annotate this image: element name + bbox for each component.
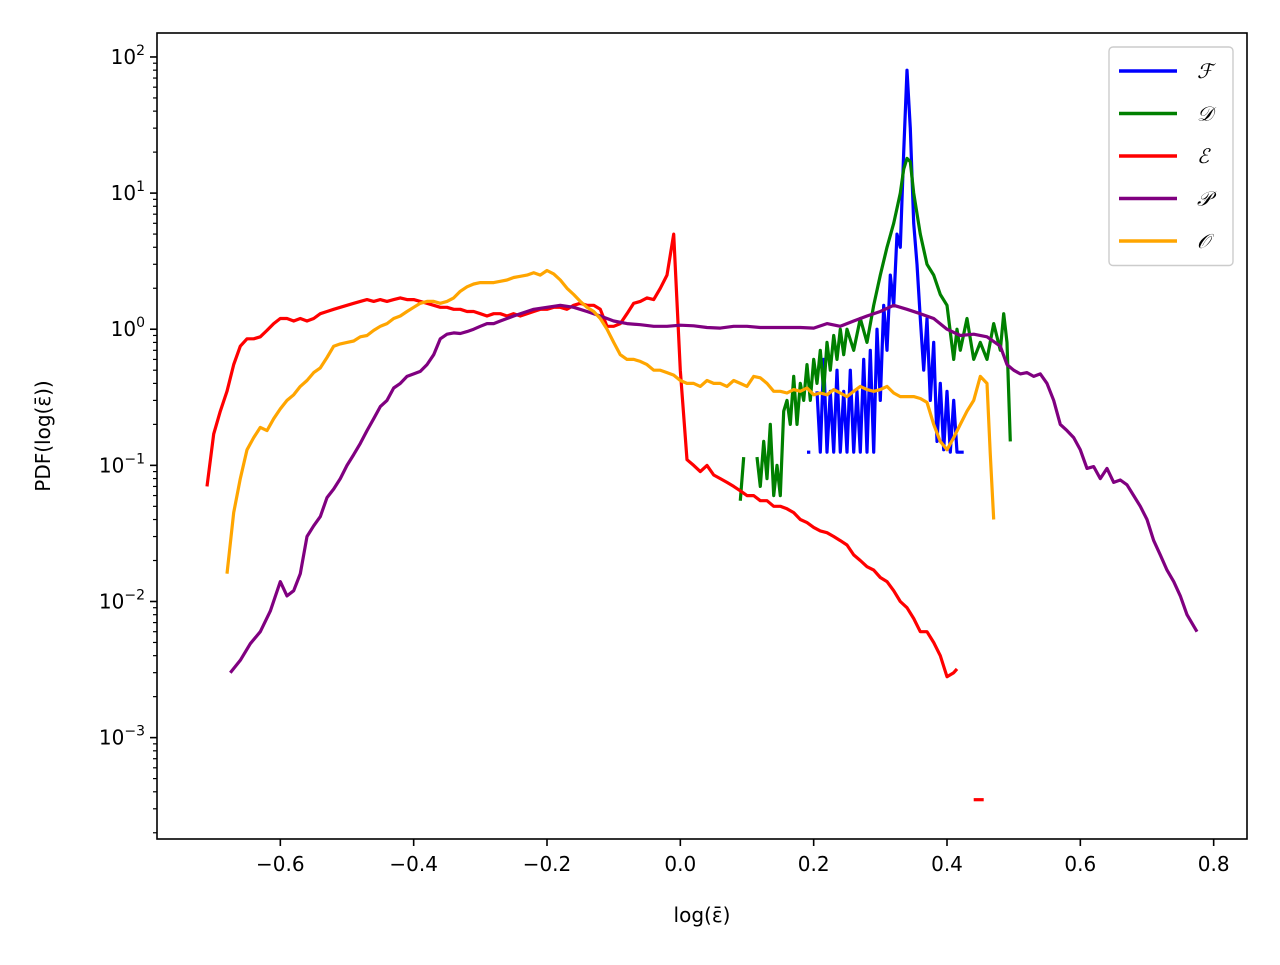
x-tick-label: −0.4 (389, 852, 438, 876)
series-3-segment-0 (229, 303, 1199, 674)
x-tick-label: 0.2 (798, 852, 830, 876)
x-tick-label: 0.0 (664, 852, 696, 876)
y-tick-label: 102 (111, 43, 145, 69)
series-1-segment-1 (755, 156, 1012, 498)
series-3 (229, 303, 1199, 674)
series-1 (738, 156, 1012, 501)
x-tick-label: 0.8 (1198, 852, 1230, 876)
series-0-segment-1 (815, 68, 964, 454)
y-tick-label: 10−3 (99, 724, 145, 750)
legend-label-2: ℰ (1197, 144, 1211, 168)
x-axis-ticks: −0.6 −0.4 −0.2 0.0 0.2 0.4 0.6 0.8 (256, 839, 1230, 876)
y-axis-ticks: 102 101 100 10−1 10−2 10−3 (99, 43, 157, 834)
x-tick-label: 0.4 (931, 852, 963, 876)
y-tick-label: 10−1 (99, 451, 145, 477)
series-4 (225, 268, 996, 574)
y-tick-label: 101 (111, 179, 145, 205)
legend-label-0: ℱ (1197, 59, 1216, 83)
series-0 (807, 68, 964, 454)
x-tick-label: −0.6 (256, 852, 305, 876)
plot-lines (205, 68, 1199, 802)
y-axis-label: PDF(log(ε̄)) (31, 380, 55, 491)
y-tick-label: 10−2 (99, 587, 145, 613)
axes-frame (156, 32, 1248, 840)
series-4-segment-0 (225, 268, 996, 574)
legend-label-1: 𝒟 (1197, 102, 1217, 126)
x-axis-label: log(ε̄) (674, 903, 731, 927)
y-tick-label: 100 (111, 315, 145, 341)
x-tick-label: 0.6 (1064, 852, 1096, 876)
x-tick-label: −0.2 (523, 852, 572, 876)
series-1-segment-0 (738, 456, 746, 501)
